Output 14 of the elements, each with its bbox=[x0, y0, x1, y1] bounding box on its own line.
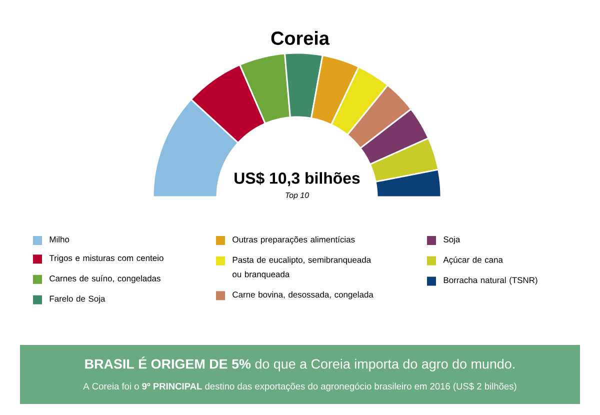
legend-label: Outras preparações alimentícias bbox=[232, 236, 355, 244]
text: US$ 10,3 bilhões bbox=[234, 172, 360, 186]
legend-label: Milho bbox=[50, 236, 70, 242]
legend-label: Açúcar de cana bbox=[443, 256, 503, 265]
legend-label: Borracha natural (TSNR) bbox=[444, 276, 538, 285]
legend-label: Carne bovina, desossada, congelada bbox=[232, 291, 374, 300]
legend-label: Pasta de eucalipto, semibranqueada ou branqueada bbox=[232, 256, 372, 279]
text: BRASIL É ORIGEM DE 5% do que a Coreia importa do agro do mundo. bbox=[85, 356, 514, 372]
legend-label: Trigos e misturas com centeio bbox=[49, 254, 164, 263]
legend-label: Farelo de Soja bbox=[50, 295, 106, 304]
chart-title: Coreia bbox=[271, 31, 330, 45]
legend-label: Carnes de suíno, congeladas bbox=[50, 275, 160, 284]
legend-label: Soja bbox=[444, 236, 460, 244]
text: A Coreia foi o 9º PRINCIPAL destino das exportações do agronegócio brasileiro em 2016 (US$ 2 bilhões) bbox=[83, 382, 516, 392]
